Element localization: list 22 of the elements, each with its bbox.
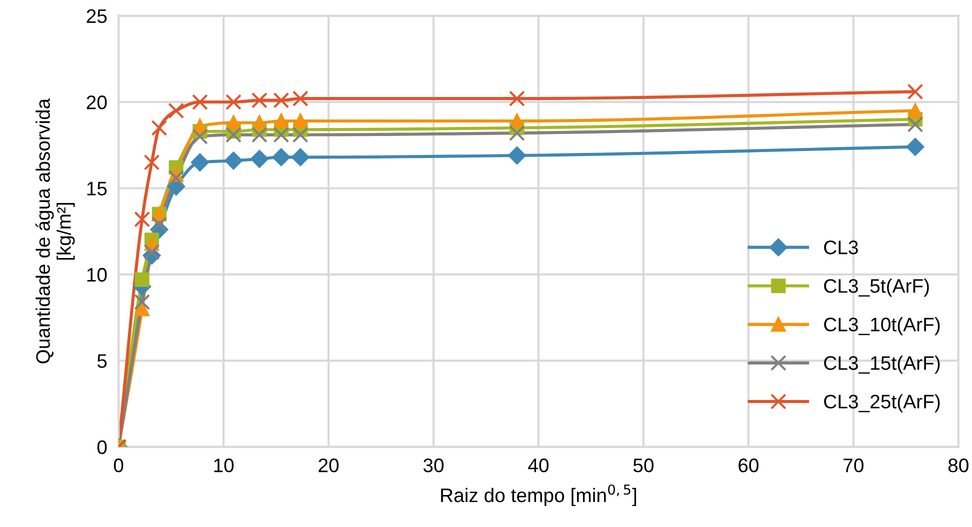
x-tick-label: 30 bbox=[423, 458, 444, 472]
x-tick-label: 50 bbox=[633, 458, 654, 472]
y-tick-label: 0 bbox=[97, 440, 107, 454]
x-tick-label: 0 bbox=[114, 458, 124, 472]
legend-label: CL3_5t(ArF) bbox=[824, 278, 929, 297]
x-tick-label: 20 bbox=[318, 458, 339, 472]
legend-label: CL3 bbox=[824, 240, 858, 254]
legend-label: CL3_15t(ArF) bbox=[824, 356, 940, 374]
legend-label: CL3_25t(ArF) bbox=[824, 394, 940, 412]
y-tick-label: 15 bbox=[87, 182, 107, 196]
y-axis-title: Quantidade de água absorvida [kg/m²] bbox=[35, 98, 75, 364]
x-tick-label: 80 bbox=[948, 458, 968, 472]
x-tick-label: 10 bbox=[214, 458, 234, 472]
x-axis-title: Raiz do tempo [min$^{0,5}$] bbox=[441, 484, 636, 506]
y-tick-label: 25 bbox=[86, 9, 107, 24]
x-tick-label: 70 bbox=[844, 458, 864, 472]
y-tick-label: 20 bbox=[86, 95, 107, 110]
y-tick-label: 10 bbox=[87, 268, 107, 282]
y-tick-label: 5 bbox=[97, 354, 107, 368]
x-tick-label: 60 bbox=[738, 458, 758, 472]
x-tick-label: 40 bbox=[528, 458, 549, 472]
legend-label: CL3_10t(ArF) bbox=[824, 317, 940, 336]
